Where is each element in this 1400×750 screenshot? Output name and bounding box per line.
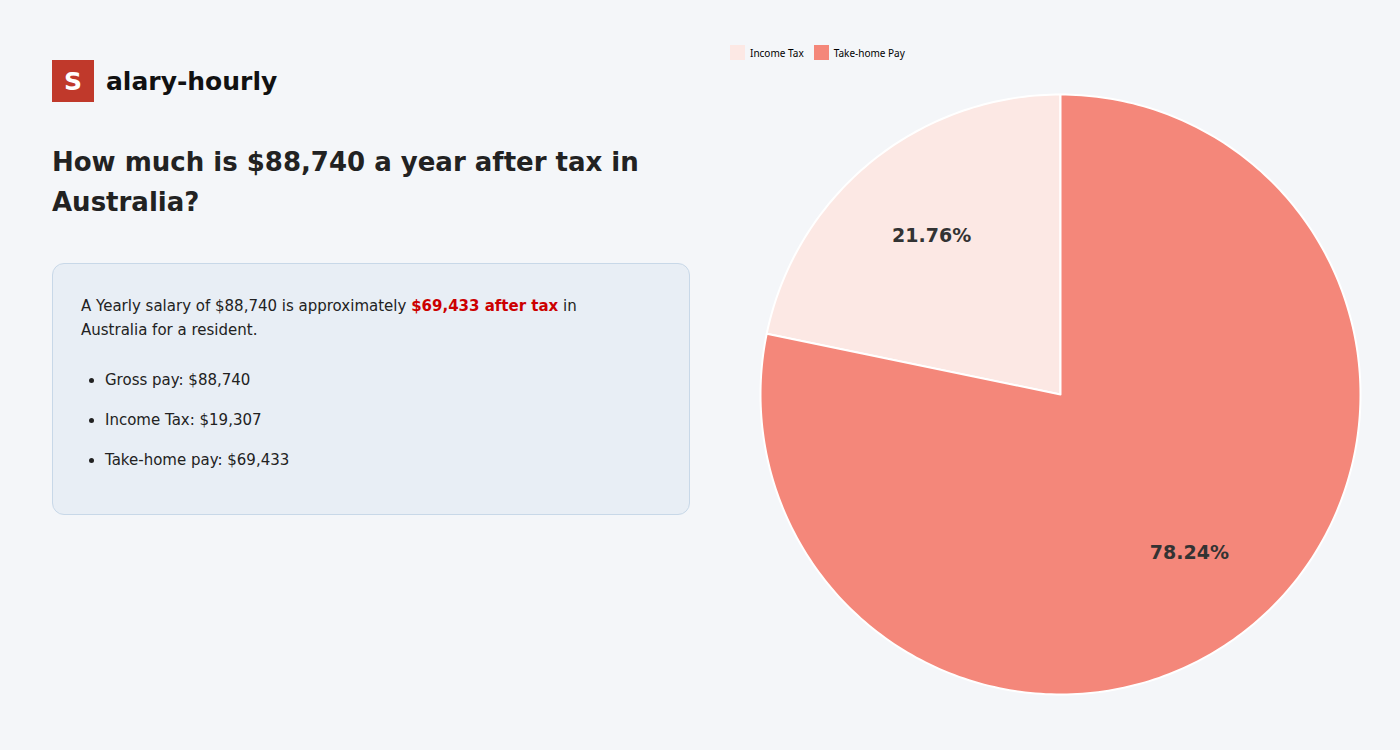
- html-text:Income Tax: Income Tax: [750, 45, 804, 60]
- svg-text:78.24%: 78.24%: [1150, 541, 1229, 563]
- html-text:A Yearly salary of $88,740 is: A Yearly salary of $88,740 is approximat…: [81, 296, 577, 315]
- html-text:Take-home Pay: Take-home Pay: [833, 45, 905, 60]
- html-text:Australia for a resident.: Australia for a resident.: [81, 320, 258, 339]
- html-text:Take-home pay: $69,433: Take-home pay: $69,433: [105, 450, 290, 469]
- html-text:Gross pay: $88,740: Gross pay: $88,740: [105, 370, 251, 389]
- html-text:How much is $88,740 a year aft: How much is $88,740 a year after tax in: [52, 147, 639, 177]
- html-text:Australia?: Australia?: [52, 187, 200, 218]
- html-text:S: S: [64, 66, 82, 96]
- svg-text:21.76%: 21.76%: [892, 224, 971, 246]
- html-text:alary-hourly: alary-hourly: [106, 66, 278, 96]
- html-text:Income Tax: $19,307: Income Tax: $19,307: [105, 410, 262, 429]
